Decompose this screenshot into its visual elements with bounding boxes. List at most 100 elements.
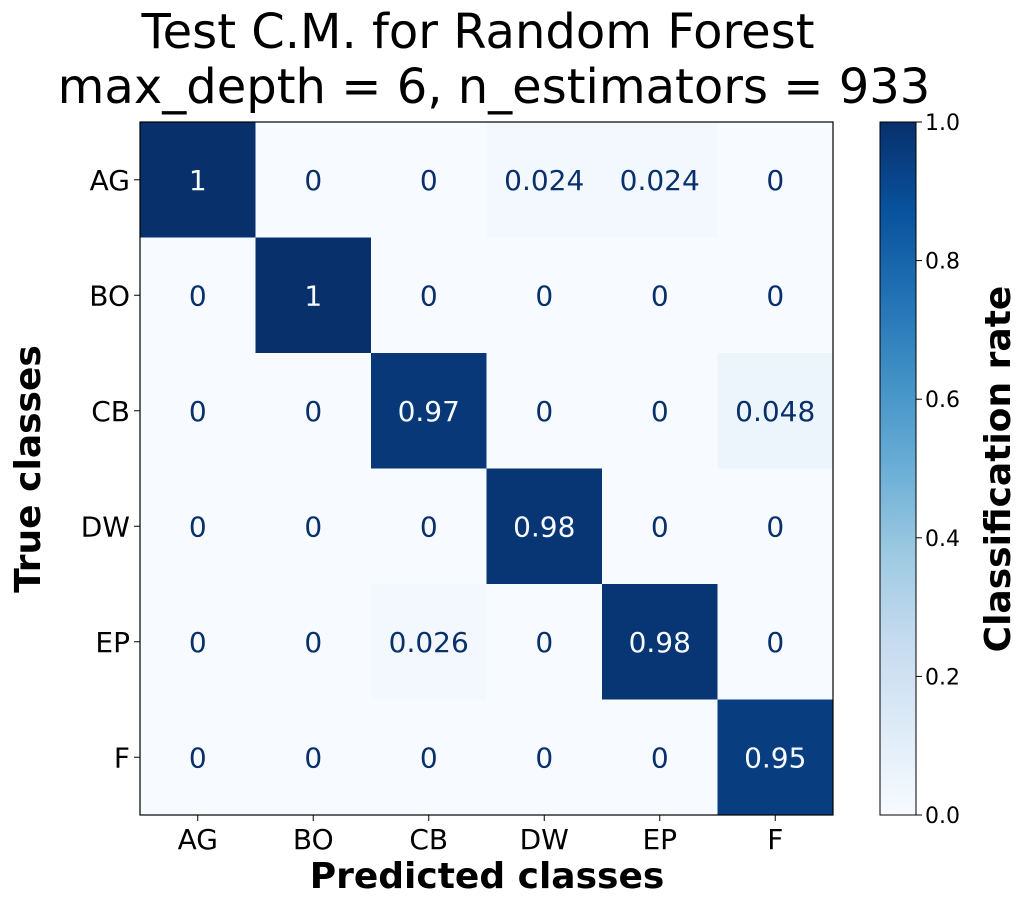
cell-value-label: 0: [766, 164, 784, 197]
cell-value-label: 0: [535, 395, 553, 428]
heatmap-cell: [255, 237, 372, 354]
heatmap-cell: [486, 237, 603, 354]
cell-value-label: 0.98: [629, 626, 691, 659]
colorbar-tick-label: 0.4: [925, 527, 960, 552]
x-tick-label: DW: [520, 823, 569, 856]
cell-value-label: 0: [304, 626, 322, 659]
heatmap-cell: [255, 122, 372, 238]
heatmap-cell: [602, 468, 718, 585]
x-tick-label: EP: [642, 823, 677, 856]
heatmap-cell: [486, 353, 603, 469]
colorbar-tick-label: 0.6: [925, 388, 960, 413]
heatmap-cell: [602, 122, 718, 238]
heatmap-cell: [486, 468, 603, 585]
x-axis-ticks: AG BO CB DW EP F: [178, 815, 783, 856]
heatmap-cell: [602, 353, 718, 469]
cell-value-label: 0: [189, 395, 207, 428]
heatmap-cell: [371, 468, 487, 585]
cell-value-label: 0: [766, 510, 784, 543]
heatmap-cell: [717, 353, 834, 469]
plot-frame: [139, 121, 834, 816]
cell-value-label: 0: [420, 164, 438, 197]
cell-value-label: 0: [304, 395, 322, 428]
cell-value-label: 0: [420, 279, 438, 312]
cell-value-label: 0: [651, 741, 669, 774]
heatmap-cell: [255, 353, 372, 469]
cell-value-label: 1: [189, 164, 207, 197]
x-tick-label: AG: [178, 823, 218, 856]
chart-title-line1: Test C.M. for Random Forest: [140, 4, 814, 60]
heatmap-cell: [717, 122, 834, 238]
heatmap-cell: [371, 699, 487, 816]
y-tick-label: BO: [89, 279, 130, 312]
heatmap-cells: [140, 122, 834, 816]
y-axis-label: True classes: [8, 345, 49, 593]
heatmap-cell: [140, 584, 256, 700]
heatmap-cell: [486, 584, 603, 700]
cell-value-label: 0.024: [620, 164, 700, 197]
heatmap-cell: [255, 468, 372, 585]
cell-value-label: 0: [189, 279, 207, 312]
heatmap-cell: [717, 468, 834, 585]
heatmap-cell: [371, 584, 487, 700]
heatmap-cell: [140, 122, 256, 238]
cell-value-label: 0: [420, 741, 438, 774]
heatmap-cell: [717, 699, 834, 816]
heatmap-cell: [717, 237, 834, 354]
heatmap-cell: [371, 122, 487, 238]
cell-value-label: 0: [651, 279, 669, 312]
colorbar-tick-label: 0.2: [925, 665, 960, 690]
cell-value-label: 0.98: [513, 510, 575, 543]
cell-value-label: 0: [304, 741, 322, 774]
cell-value-label: 0: [189, 510, 207, 543]
cell-value-label: 0: [535, 741, 553, 774]
x-tick-label: F: [767, 823, 783, 856]
heatmap-cell: [255, 584, 372, 700]
heatmap-cell: [140, 353, 256, 469]
cell-value-label: 0: [651, 395, 669, 428]
heatmap-cell: [140, 468, 256, 585]
colorbar-tick-label: 0.8: [925, 250, 960, 275]
heatmap-cell: [602, 237, 718, 354]
heatmap-cell: [486, 122, 603, 238]
cell-value-label: 0: [189, 626, 207, 659]
colorbar: [879, 121, 917, 816]
cell-value-label: 0.024: [504, 164, 584, 197]
heatmap-cell: [486, 699, 603, 816]
cell-value-label: 0.048: [735, 395, 815, 428]
y-tick-label: CB: [91, 395, 130, 428]
cell-value-label: 0.026: [389, 626, 469, 659]
heatmap-cell: [717, 584, 834, 700]
y-tick-label: AG: [90, 164, 130, 197]
cell-value-label: 0.95: [744, 741, 806, 774]
y-axis-ticks: AG BO CB DW EP F: [81, 164, 140, 774]
cell-value-label: 0: [535, 626, 553, 659]
colorbar-tick-label: 1.0: [925, 111, 960, 136]
heatmap-cell: [371, 237, 487, 354]
cell-value-label: 1: [304, 279, 322, 312]
x-tick-label: BO: [293, 823, 334, 856]
cell-value-label: 0: [189, 741, 207, 774]
x-tick-label: CB: [409, 823, 448, 856]
cell-value-label: 0: [766, 626, 784, 659]
y-tick-label: F: [114, 741, 130, 774]
heatmap-cell: [255, 699, 372, 816]
cell-value-label: 0: [535, 279, 553, 312]
chart-title-line2: max_depth = 6, n_estimators = 933: [58, 59, 931, 115]
heatmap-cell: [602, 584, 718, 700]
heatmap-cell: [602, 699, 718, 816]
colorbar-label: Classification rate: [978, 286, 1019, 653]
heatmap-cell: [140, 237, 256, 354]
cell-value-label: 0: [304, 510, 322, 543]
colorbar-ticks: 0.0 0.2 0.4 0.6 0.8 1.0: [916, 111, 960, 829]
x-axis-label: Predicted classes: [310, 856, 665, 897]
heatmap-cell-labels: 1 0 0 0.024 0.024 0 0 1 0 0 0 0 0 0 0.97 0 0 0.048 0 0 0 0.98…: [189, 164, 816, 775]
cell-value-label: 0: [420, 510, 438, 543]
colorbar-tick-label: 0.0: [925, 804, 960, 829]
heatmap-cell: [371, 353, 487, 469]
cell-value-label: 0: [304, 164, 322, 197]
y-tick-label: DW: [81, 510, 130, 543]
cell-value-label: 0.97: [398, 395, 460, 428]
cell-value-label: 0: [651, 510, 669, 543]
heatmap-cell: [140, 699, 256, 816]
